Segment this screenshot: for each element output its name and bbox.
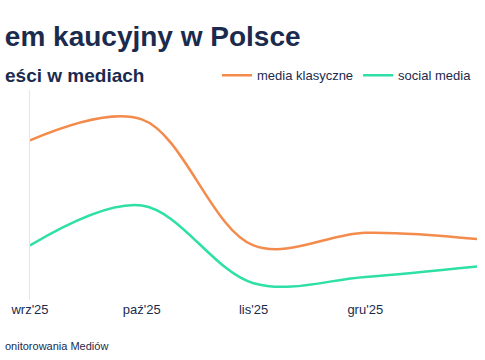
svg-text:social media: social media xyxy=(398,68,471,83)
svg-text:lis'25: lis'25 xyxy=(239,302,268,317)
svg-text:em kaucyjny w Polsce: em kaucyjny w Polsce xyxy=(5,21,301,52)
svg-text:wrz'25: wrz'25 xyxy=(10,302,48,317)
svg-text:media klasyczne: media klasyczne xyxy=(257,68,353,83)
svg-text:eści w mediach: eści w mediach xyxy=(5,65,144,86)
svg-text:gru'25: gru'25 xyxy=(347,302,383,317)
svg-text:paź'25: paź'25 xyxy=(123,302,161,317)
svg-text:onitorowania Mediów: onitorowania Mediów xyxy=(5,340,108,352)
